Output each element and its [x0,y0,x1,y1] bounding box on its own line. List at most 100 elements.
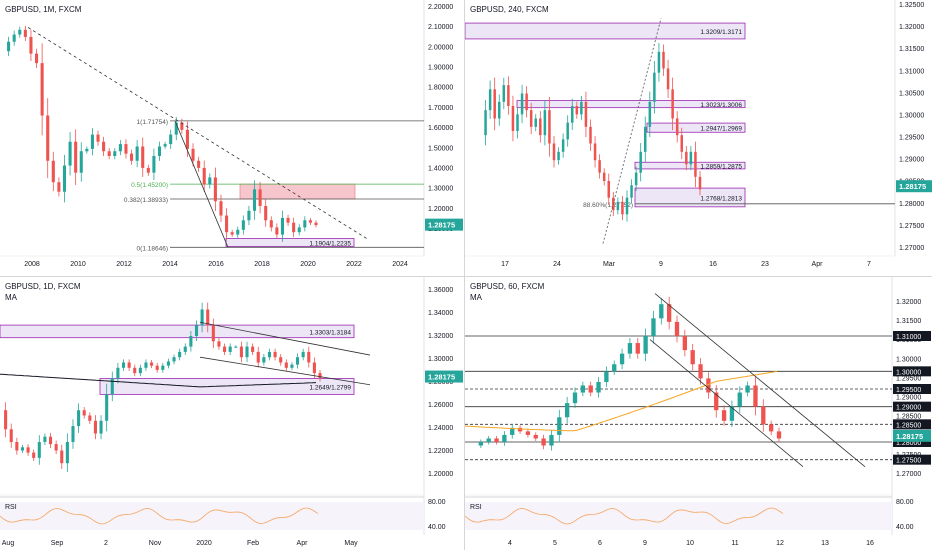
candle-body [121,362,126,368]
candle-body [621,201,624,215]
candle-body [510,427,515,435]
supply-demand-zone [99,378,355,395]
candle-body [486,438,491,442]
x-tick-label: 6 [598,540,602,547]
candle-body [211,325,215,342]
x-tick-label: 2008 [24,261,40,268]
chart-title: GBPUSD, 1M, FXCM [5,5,82,14]
candle-body [572,392,578,404]
y-tick-label: 2.20000 [428,4,453,11]
candle-body [314,222,318,226]
zone-label: 1.3209/1.3171 [700,29,742,36]
candle-body [296,357,300,365]
candle-body [745,385,750,393]
candle-body [223,346,227,352]
candle-body [116,367,120,379]
x-tick-label: 16 [866,540,874,547]
candle-body [561,139,565,152]
candle-body [584,101,588,127]
x-tick-label: Nov [149,540,162,547]
y-tick-label: 1.20000 [428,206,453,213]
candle-body [18,29,22,35]
candle-body [236,229,240,235]
candle-body [698,176,702,190]
candle-body [20,447,24,451]
level-badge-label: 1.29000 [896,405,921,412]
chart-h4[interactable]: GBPUSD, 240, FXCM 1.32500 1.32000 1.31500 1.… [465,0,932,276]
candle-body [651,318,656,336]
y-tick-label: 1.29500 [896,375,921,382]
zone-label: 1.2947/1.2969 [700,126,742,133]
candle-body [627,343,633,354]
y-tick-label: 1.22000 [428,448,453,455]
x-tick-label: 2016 [208,261,224,268]
candle-body [516,114,519,131]
candle-body [635,343,640,354]
x-tick-label: Apr [297,540,309,547]
chart-hourly[interactable]: GBPUSD, 60, FXCM MA 1.32000 1.31500 1.31000 1… [465,277,932,550]
x-tick-label: 2014 [162,261,178,268]
candle-body [141,146,145,168]
candle-body [706,378,711,393]
x-tick-label: 2018 [254,261,270,268]
supply-demand-zone [634,187,746,208]
candle-body [118,144,122,152]
candle-body [213,177,217,202]
candle-body [206,309,210,326]
candle-body [541,438,546,446]
x-tick-label: Feb [247,540,259,547]
candle-body [494,438,499,442]
candle-body [694,151,697,177]
last-price-label: 1.28175 [428,221,455,230]
x-tick-label: 4 [508,540,512,547]
x-tick-label: 16 [709,261,717,268]
candle-body [105,394,109,421]
level-badge [893,437,931,447]
candle-body [60,450,64,464]
candle-body [502,434,507,442]
candle-body [51,160,55,183]
chart-monthly[interactable]: GBPUSD, 1M, FXCM 2.20000 2.10000 2.00000 1.9… [0,0,464,276]
channel-line-lower [199,356,371,386]
candle-body [150,362,154,366]
candle-body [178,351,182,358]
candle-body [74,141,78,173]
candle-body [208,177,212,185]
y-tick-label: 1.29000 [896,395,921,402]
candle-body [256,351,260,363]
candle-body [552,143,556,161]
last-price-label: 1.28175 [896,432,923,441]
candle-body [57,182,61,192]
channel-line-upper [199,321,371,356]
candle-body [68,141,72,166]
candle-body [169,134,173,145]
candle-body [570,106,574,123]
candle-body [549,434,554,446]
panel-h4: GBPUSD, 240, FXCM 1.32500 1.32000 1.31500 1.… [465,0,932,276]
candle-body [543,110,547,136]
candle-body [634,172,638,186]
x-tick-label: Sep [51,540,64,547]
candle-body [284,362,288,368]
y-tick-label: 1.30000 [428,186,453,193]
candle-body [217,341,221,347]
candle-body [607,181,611,198]
candle-body [157,146,162,156]
candle-body [280,217,285,235]
y-tick-label: 1.27000 [899,245,924,252]
candle-body [241,220,245,230]
y-tick-label: 1.36000 [428,287,453,294]
chart-title: GBPUSD, 1D, FXCM [5,282,81,291]
chart-daily[interactable]: GBPUSD, 1D, FXCM MA 1.36000 1.34000 1.32000 1… [0,277,464,550]
candle-body [93,420,97,434]
candle-body [602,172,606,181]
y-tick-label: 1.29000 [899,157,924,164]
rsi-tick-label: 80.00 [428,499,446,506]
candle-body [107,151,111,156]
candle-body [488,89,492,111]
x-tick-label: 24 [553,261,561,268]
y-tick-label: 1.32000 [899,24,924,31]
y-tick-label: 1.28500 [896,414,921,421]
candle-body [517,427,523,432]
trend-line-dotted [602,18,662,244]
